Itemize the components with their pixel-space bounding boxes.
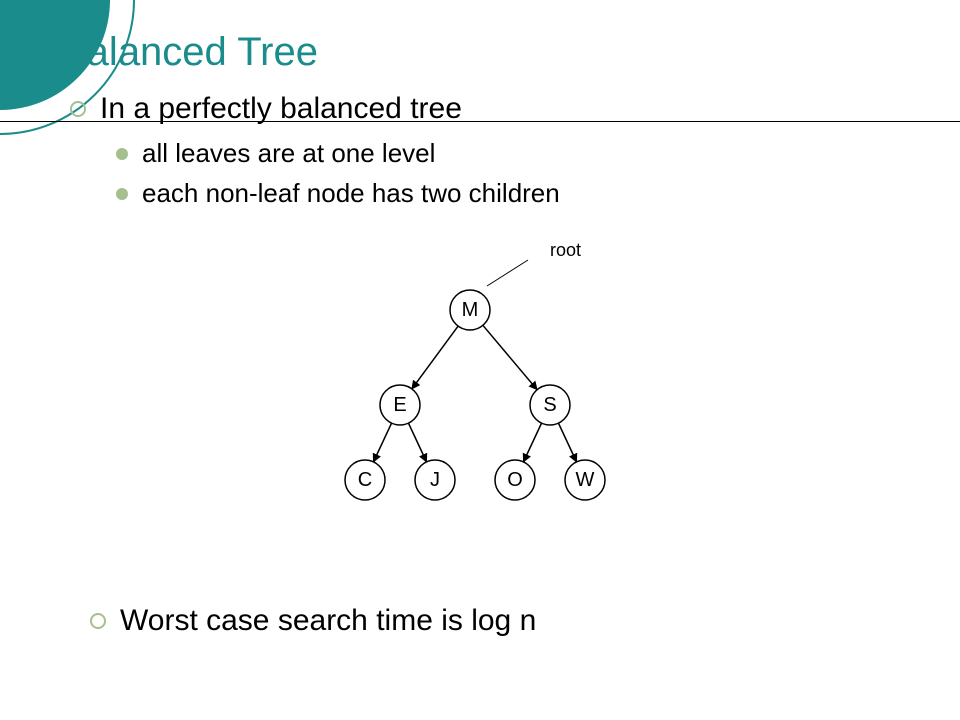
bullet-open-circle-icon xyxy=(90,613,106,629)
tree-edge xyxy=(523,423,541,462)
tree-edge xyxy=(408,423,426,462)
bullet-1: In a perfectly balanced tree xyxy=(70,92,462,126)
bullet-1-text: In a perfectly balanced tree xyxy=(100,92,462,126)
tree-edge xyxy=(483,325,537,389)
tree-node-label: M xyxy=(462,299,479,321)
tree-edge xyxy=(558,423,576,462)
bullet-disc-icon xyxy=(116,188,128,200)
root-pointer-line xyxy=(487,260,528,286)
tree-node-label: W xyxy=(576,469,595,491)
tree-edge xyxy=(373,423,391,462)
root-label: root xyxy=(550,240,581,260)
bullet-2b: each non-leaf node has two children xyxy=(116,178,560,209)
bullet-2b-text: each non-leaf node has two children xyxy=(142,178,560,209)
bullet-2a: all leaves are at one level xyxy=(116,138,435,169)
bullet-3-text: Worst case search time is log n xyxy=(120,604,536,638)
bullet-2a-text: all leaves are at one level xyxy=(142,138,435,169)
tree-node-label: S xyxy=(543,394,556,416)
tree-node-label: C xyxy=(358,469,372,491)
tree-node-label: J xyxy=(430,469,440,491)
slide: Balanced Tree In a perfectly balanced tr… xyxy=(0,0,960,720)
bullet-3: Worst case search time is log n xyxy=(90,604,536,638)
bullet-open-circle-icon xyxy=(70,101,86,117)
tree-diagram: root M E S C J O W xyxy=(290,230,670,560)
tree-node-label: E xyxy=(393,394,406,416)
tree-node-label: O xyxy=(507,469,523,491)
tree-edge xyxy=(412,326,458,389)
slide-title: Balanced Tree xyxy=(60,30,318,75)
bullet-disc-icon xyxy=(116,148,128,160)
